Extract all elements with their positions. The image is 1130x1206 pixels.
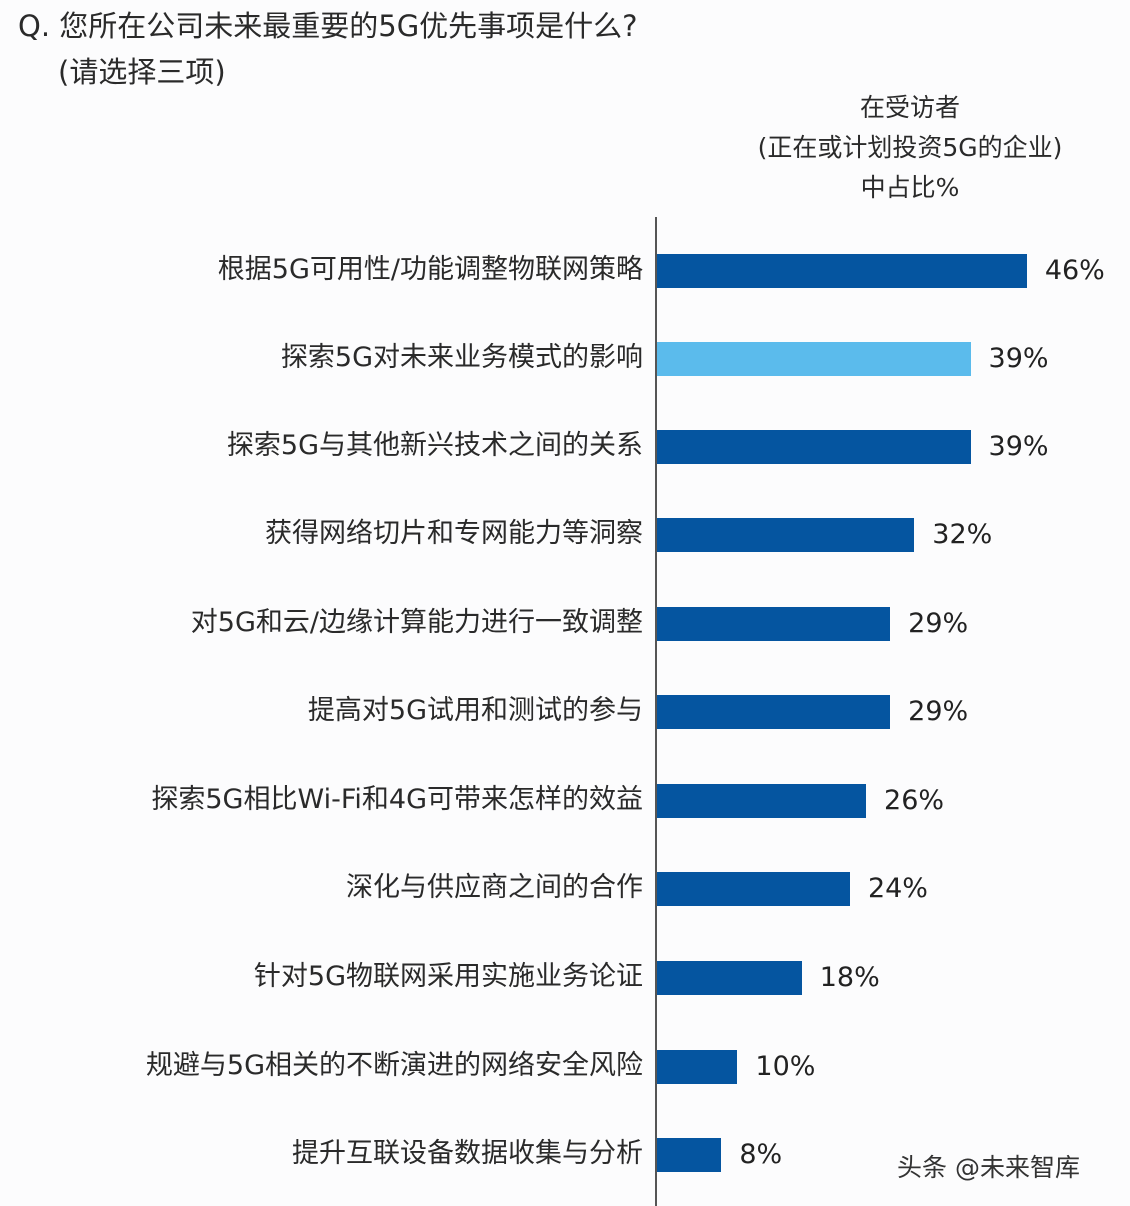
column-header-line-1: 在受访者 bbox=[859, 93, 960, 122]
column-header-line-2: (正在或计划投资5G的企业) bbox=[757, 133, 1063, 162]
bar-row: 探索5G相比Wi-Fi和4G可带来怎样的效益 26% bbox=[0, 784, 1130, 818]
bar-label: 规避与5G相关的不断演进的网络安全风险 bbox=[145, 1050, 643, 1081]
y-axis-line bbox=[655, 217, 657, 1206]
bar bbox=[657, 430, 971, 464]
bar-label: 提高对5G试用和测试的参与 bbox=[307, 695, 643, 726]
bar-row: 根据5G可用性/功能调整物联网策略 46% bbox=[0, 254, 1130, 288]
question-instruction: (请选择三项) bbox=[58, 55, 226, 89]
bar-row: 探索5G对未来业务模式的影响 39% bbox=[0, 342, 1130, 376]
bar-value-label: 39% bbox=[988, 431, 1049, 462]
column-header: 在受访者 (正在或计划投资5G的企业) 中占比% bbox=[700, 88, 1120, 208]
bar bbox=[657, 961, 802, 995]
bar-row: 提高对5G试用和测试的参与 29% bbox=[0, 695, 1130, 729]
bar-value-label: 18% bbox=[819, 962, 880, 993]
bar bbox=[657, 1138, 722, 1172]
bar-value-label: 39% bbox=[988, 343, 1049, 374]
bar-label: 探索5G对未来业务模式的影响 bbox=[280, 342, 643, 373]
chart-title: Q. 您所在公司未来最重要的5G优先事项是什么? (请选择三项) bbox=[18, 6, 638, 92]
watermark: 头条 @未来智库 bbox=[897, 1153, 1080, 1182]
bar bbox=[657, 695, 891, 729]
bar-row: 对5G和云/边缘计算能力进行一致调整 29% bbox=[0, 607, 1130, 641]
column-header-line-3: 中占比% bbox=[860, 173, 960, 202]
bar-label: 对5G和云/边缘计算能力进行一致调整 bbox=[190, 607, 643, 638]
bar-label: 探索5G与其他新兴技术之间的关系 bbox=[226, 430, 643, 461]
bar-label: 针对5G物联网采用实施业务论证 bbox=[253, 961, 643, 992]
bar bbox=[657, 254, 1027, 288]
bar-row: 深化与供应商之间的合作 24% bbox=[0, 872, 1130, 906]
bar-value-label: 10% bbox=[755, 1051, 816, 1082]
bar-value-label: 26% bbox=[884, 785, 945, 816]
bar-value-label: 32% bbox=[932, 519, 993, 550]
bar bbox=[657, 872, 850, 906]
bar bbox=[657, 342, 971, 376]
bar bbox=[657, 518, 915, 552]
bar-label: 深化与供应商之间的合作 bbox=[346, 872, 643, 903]
bar-row: 获得网络切片和专网能力等洞察 32% bbox=[0, 518, 1130, 552]
bar-value-label: 46% bbox=[1044, 255, 1105, 286]
bar-row: 提升互联设备数据收集与分析 8% bbox=[0, 1138, 1130, 1172]
bar bbox=[657, 607, 891, 641]
bar-value-label: 29% bbox=[908, 696, 969, 727]
bar-row: 针对5G物联网采用实施业务论证 18% bbox=[0, 961, 1130, 995]
bar-row: 规避与5G相关的不断演进的网络安全风险 10% bbox=[0, 1050, 1130, 1084]
bar-value-label: 29% bbox=[908, 608, 969, 639]
bar-label: 获得网络切片和专网能力等洞察 bbox=[265, 518, 643, 549]
bar-value-label: 8% bbox=[739, 1139, 783, 1170]
question-text: Q. 您所在公司未来最重要的5G优先事项是什么? bbox=[18, 9, 638, 43]
bar-label: 探索5G相比Wi-Fi和4G可带来怎样的效益 bbox=[151, 784, 643, 815]
bar-label: 提升互联设备数据收集与分析 bbox=[292, 1138, 643, 1169]
bar bbox=[657, 1050, 738, 1084]
bar-value-label: 24% bbox=[867, 873, 928, 904]
bar bbox=[657, 784, 867, 818]
bar-row: 探索5G与其他新兴技术之间的关系 39% bbox=[0, 430, 1130, 464]
bar-label: 根据5G可用性/功能调整物联网策略 bbox=[217, 254, 643, 285]
